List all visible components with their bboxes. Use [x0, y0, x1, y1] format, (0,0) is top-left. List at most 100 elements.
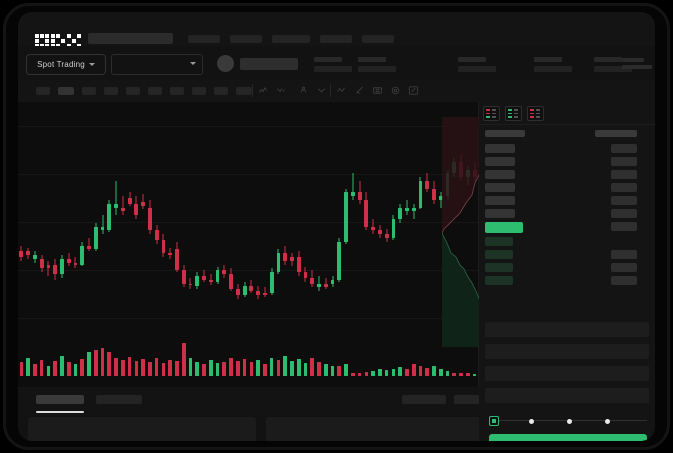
candle-body — [181, 270, 186, 284]
candle-body — [161, 239, 166, 254]
orderbook-ask-price[interactable] — [485, 196, 515, 205]
coin-avatar — [217, 55, 234, 72]
interval-6[interactable] — [148, 87, 162, 95]
candle — [66, 102, 71, 332]
orderbook-ask-price[interactable] — [485, 183, 515, 192]
candle — [371, 102, 376, 332]
orderbook-ask-amount[interactable] — [611, 183, 637, 192]
orderbook-ask-amount[interactable] — [611, 144, 637, 153]
candle-body — [398, 207, 403, 219]
orderbook-ask-amount[interactable] — [611, 157, 637, 166]
interval-1[interactable] — [36, 87, 50, 95]
candle-body — [19, 251, 24, 257]
nav-item-1[interactable] — [188, 35, 220, 43]
orderbook-ask-price[interactable] — [485, 144, 515, 153]
nav-item-4[interactable] — [320, 35, 352, 43]
orderbook-ask-amount[interactable] — [611, 196, 637, 205]
volume-bar — [148, 361, 152, 376]
candle — [60, 102, 64, 332]
tab-open-orders[interactable] — [36, 395, 84, 404]
price-chart[interactable] — [18, 102, 479, 387]
interval-7[interactable] — [170, 87, 184, 95]
orderbook-mode-asks-icon[interactable] — [527, 106, 544, 121]
nav-item-2[interactable] — [230, 35, 262, 43]
candle-body — [39, 258, 44, 269]
orderbook-bid-price[interactable] — [485, 250, 513, 259]
fullscreen-icon[interactable] — [408, 85, 419, 96]
submit-order-button[interactable] — [489, 434, 647, 441]
volume-bar — [472, 373, 477, 376]
volume-bar — [188, 358, 193, 376]
amount-percent-slider[interactable] — [489, 416, 647, 426]
orderbook-bid-price[interactable] — [485, 237, 513, 246]
volume-bar — [236, 361, 240, 376]
pair-selector[interactable] — [111, 54, 203, 75]
candle-body — [127, 198, 132, 204]
compare-icon[interactable] — [276, 85, 287, 96]
orderbook-ask-price[interactable] — [485, 170, 515, 179]
settings-icon[interactable] — [390, 85, 401, 96]
candle-body — [269, 272, 274, 294]
volume-bar — [364, 371, 369, 376]
orderbook-bid-price[interactable] — [485, 263, 513, 272]
candle-body — [344, 192, 348, 242]
candle — [235, 102, 240, 332]
market-type-selector[interactable]: Spot Trading — [26, 54, 106, 75]
interval-5[interactable] — [126, 87, 140, 95]
interval-8[interactable] — [192, 87, 206, 95]
nav-item-5[interactable] — [362, 35, 394, 43]
line-chart-icon[interactable] — [336, 85, 347, 96]
candle — [154, 102, 159, 332]
volume-bar — [466, 372, 470, 376]
orderbook-ask-amount[interactable] — [611, 170, 637, 179]
candle — [330, 102, 335, 332]
volume-bar — [371, 370, 375, 376]
amount-field[interactable] — [485, 366, 649, 381]
orderbook-ask-price[interactable] — [485, 157, 515, 166]
alert-icon[interactable] — [298, 85, 309, 96]
stat-low-label — [534, 57, 562, 62]
app-header — [18, 12, 655, 48]
interval-9[interactable] — [214, 87, 228, 95]
orderbook-mode-bids-icon[interactable] — [505, 106, 522, 121]
nav-item-3[interactable] — [272, 35, 310, 43]
price-field[interactable] — [485, 344, 649, 359]
chart-type-icon[interactable] — [316, 85, 327, 96]
menu-line-1 — [622, 58, 644, 62]
orderbook-bid-price[interactable] — [485, 276, 513, 285]
slider-stop-50[interactable] — [567, 418, 572, 424]
interval-4[interactable] — [104, 87, 118, 95]
order-type-field[interactable] — [485, 322, 649, 337]
action-1[interactable] — [402, 395, 446, 404]
action-2[interactable] — [454, 395, 498, 404]
volume-bar — [175, 361, 179, 376]
candle-body — [303, 272, 308, 278]
orderbook-bid-amount[interactable] — [611, 250, 637, 259]
interval-3[interactable] — [82, 87, 96, 95]
orderbook-spread-amount[interactable] — [611, 222, 637, 231]
search-input[interactable] — [88, 33, 173, 44]
slider-handle[interactable] — [489, 416, 499, 426]
interval-10[interactable] — [236, 87, 252, 95]
orderbook-mode-both-icon[interactable] — [483, 106, 500, 121]
slider-stop-25[interactable] — [529, 418, 534, 424]
camera-icon[interactable] — [372, 85, 383, 96]
orderbook-bid-amount[interactable] — [611, 263, 637, 272]
indicator-icon[interactable] — [258, 85, 269, 96]
orderbook-ask-price[interactable] — [485, 209, 515, 218]
orderbook-bid-amount[interactable] — [611, 276, 637, 285]
candle — [46, 102, 51, 332]
candle-body — [114, 203, 118, 208]
interval-2[interactable] — [58, 87, 74, 95]
total-field[interactable] — [485, 388, 649, 403]
orderbook-ask-amount[interactable] — [611, 209, 637, 218]
orderbook-spread-row[interactable] — [485, 222, 523, 233]
active-tab-indicator — [36, 411, 84, 413]
candle-body — [405, 207, 409, 212]
drawing-tool-icon[interactable] — [354, 85, 365, 96]
slider-stop-75[interactable] — [605, 418, 610, 424]
tab-order-history[interactable] — [96, 395, 142, 404]
candle-body — [296, 257, 301, 273]
stat-last-price-value — [314, 66, 352, 72]
divider — [479, 124, 655, 125]
